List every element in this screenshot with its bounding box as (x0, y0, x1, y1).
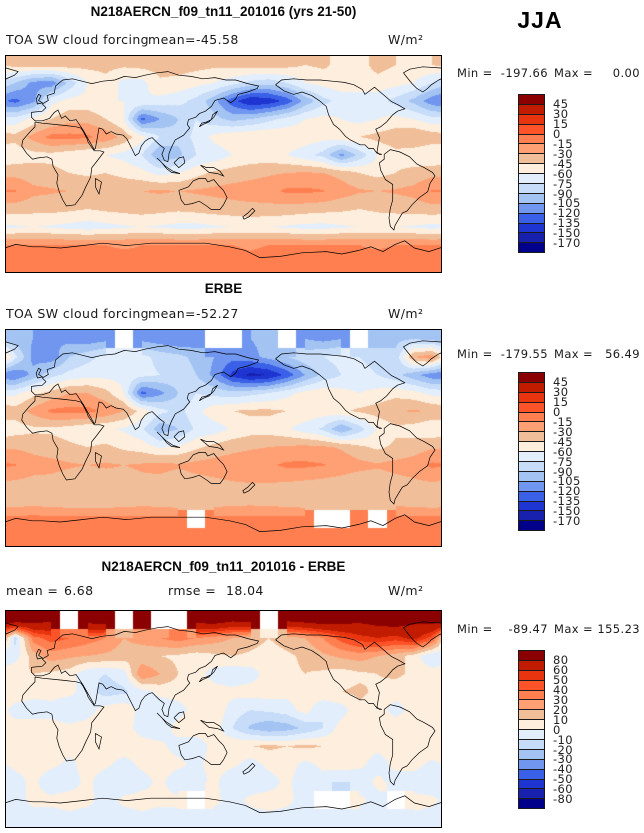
panel3-rmse-label: rmse = (168, 583, 217, 598)
coastline-path (6, 340, 441, 532)
colorbar-tick-label: -135 (553, 494, 581, 509)
panel3-coastline-overlay (6, 621, 441, 813)
panel2-units-label: W/m² (388, 306, 424, 321)
panel2-colorbar: 45 30 15 0 -15 -30 -45 -60 -75 -90 -105 -120 -135 -15… (518, 372, 580, 532)
panel3-mean-value: 6.68 (64, 583, 94, 598)
colorbar-tick-label: -15 (553, 415, 573, 429)
colorbar-tick-label: 20 (553, 702, 569, 717)
panel1-coastline-overlay (6, 66, 441, 258)
panel1-title: N218AERCN_f09_tn11_201016 (yrs 21-50) (90, 4, 357, 19)
panel1-variable-label: TOA SW cloud forcing (6, 32, 149, 47)
colorbar-tick-label: 45 (553, 375, 569, 390)
colorbar-tick-label: -50 (553, 772, 573, 787)
colorbar-tick-label: -170 (553, 236, 581, 250)
colorbar-tick-label: 30 (553, 693, 569, 707)
panel3-max-value: 155.23 (597, 622, 640, 636)
panel3-map-frame (5, 610, 442, 828)
colorbar-tick-label: -60 (553, 444, 573, 459)
colorbar-tick-label: 10 (553, 712, 569, 727)
colorbar-tick-label: -90 (553, 186, 573, 201)
colorbar-tick-label: 30 (553, 385, 569, 400)
colorbar-tick-label: -30 (553, 424, 573, 439)
panel2-max-value: 56.49 (605, 347, 640, 361)
colorbar-tick-label: 0 (553, 722, 561, 737)
colorbar-tick-label: -75 (553, 176, 573, 191)
panel3-min-value: -89.47 (508, 622, 548, 636)
panel2-minmax-row: Min = -179.55 Max = 56.49 (457, 347, 640, 361)
panel1-map-frame (5, 55, 442, 273)
colorbar-tick-label: -40 (553, 762, 573, 777)
panel3-units-label: W/m² (388, 583, 424, 598)
panel3-colorbar: 80 60 50 40 30 20 10 0 -10 -20 -30 -40 -50 -60 -80 (518, 650, 573, 810)
panel3-title: N218AERCN_f09_tn11_201016 - ERBE (101, 559, 346, 574)
panel2-map-frame (5, 329, 442, 547)
colorbar-tick-label: 60 (553, 663, 569, 678)
panel3-stats-row: mean = 6.68 rmse = 18.04 W/m² (0, 583, 644, 599)
panel2-min-label: Min = (457, 347, 493, 361)
colorbar-tick-label: -135 (553, 216, 581, 231)
colorbar-tick-label: 15 (553, 395, 569, 410)
panel1-units-label: W/m² (388, 32, 424, 47)
panel2-variable-label: TOA SW cloud forcing (6, 306, 149, 321)
panel3-minmax-row: Min = -89.47 Max = 155.23 (457, 622, 640, 636)
panel2-title: ERBE (204, 281, 243, 296)
colorbar-tick-label: 0 (553, 127, 561, 142)
colorbar-tick-label: 45 (553, 97, 569, 112)
colorbar-cell (518, 242, 545, 254)
panel2-min-value: -179.55 (500, 347, 548, 361)
colorbar-tick-label: -90 (553, 464, 573, 479)
colorbar-tick-label: -15 (553, 137, 573, 151)
panel2-subheader: TOA SW cloud forcing mean= -52.27 W/m² (0, 306, 644, 322)
panel1-colorbar: 45 30 15 0 -15 -30 -45 -60 -75 -90 -105 -120 -135 -15… (518, 94, 580, 254)
panel1-mean-label: mean= (148, 32, 196, 47)
colorbar-cell (518, 798, 545, 810)
panel2-mean-value: -52.27 (196, 306, 239, 321)
panel1-subheader: TOA SW cloud forcing mean= -45.58 W/m² (0, 32, 644, 48)
colorbar-tick-label: -45 (553, 156, 573, 171)
colorbar-tick-label: -150 (553, 226, 581, 241)
colorbar-tick-label: -60 (553, 782, 573, 797)
panel3-min-label: Min = (457, 622, 493, 636)
panel1-minmax-row: Min = -197.66 Max = 0.00 (457, 66, 640, 80)
panel1-max-value: 0.00 (612, 66, 640, 80)
colorbar-tick-label: -75 (553, 454, 573, 469)
colorbar-tick-label: -170 (553, 514, 581, 528)
colorbar-tick-label: -45 (553, 434, 573, 449)
colorbar-tick-label: -120 (553, 484, 581, 499)
colorbar-tick-label: -105 (553, 196, 581, 211)
colorbar-tick-label: -30 (553, 752, 573, 767)
colorbar-tick-label: 80 (553, 653, 569, 668)
panel1-max-label: Max = (554, 66, 594, 80)
panel2-coastline-overlay (6, 340, 441, 532)
coastline-path (6, 66, 441, 258)
pan2-max-label: Max = (554, 347, 594, 361)
colorbar-tick-label: -120 (553, 206, 581, 221)
colorbar-tick-label: 30 (553, 107, 569, 122)
panel1-min-label: Min = (457, 66, 493, 80)
colorbar-tick-label: 40 (553, 683, 569, 698)
colorbar-tick-label: -20 (553, 742, 573, 757)
colorbar-tick-label: -150 (553, 504, 581, 519)
panel1-min-value: -197.66 (500, 66, 548, 80)
colorbar-tick-label: 50 (553, 673, 569, 688)
panel3-max-label: Max = (554, 622, 594, 636)
coastline-path (6, 621, 441, 813)
colorbar-tick-label: -80 (553, 792, 573, 806)
panel3-rmse-value: 18.04 (226, 583, 264, 598)
colorbar-cell (518, 520, 545, 532)
panel3-mean-label: mean = (6, 583, 59, 598)
colorbar-tick-label: 0 (553, 405, 561, 420)
colorbar-tick-label: -10 (553, 732, 573, 747)
panel2-mean-label: mean= (148, 306, 196, 321)
colorbar-tick-label: -60 (553, 166, 573, 181)
season-label: JJA (517, 7, 563, 33)
colorbar-tick-label: -30 (553, 146, 573, 161)
panel1-mean-value: -45.58 (196, 32, 239, 47)
colorbar-tick-label: 15 (553, 117, 569, 132)
colorbar-tick-label: -105 (553, 474, 581, 489)
